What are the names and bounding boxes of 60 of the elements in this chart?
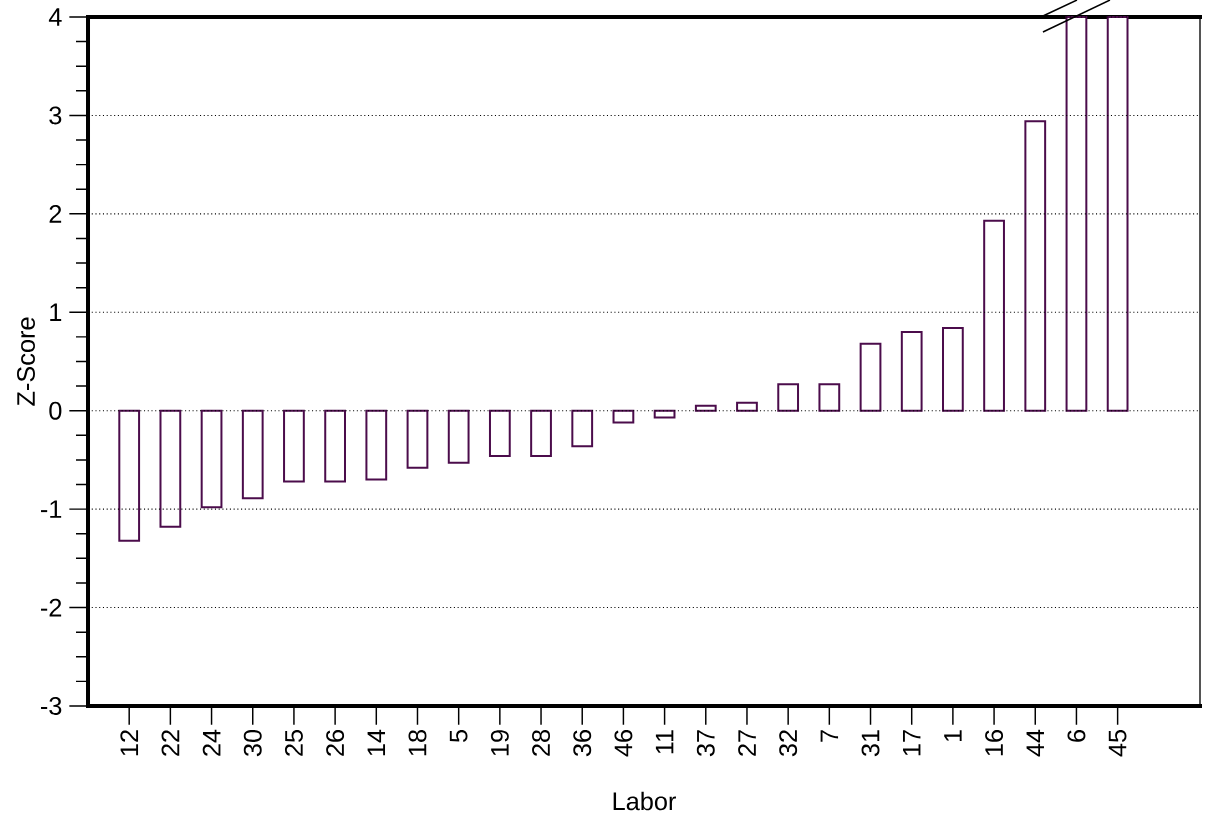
bar <box>612 409 635 424</box>
bar <box>283 409 305 483</box>
bar <box>900 330 923 412</box>
x-tick-label: 19 <box>490 730 509 756</box>
y-tick-label: 0 <box>49 401 62 420</box>
x-tick-label: 24 <box>202 729 221 756</box>
x-tick-label: 14 <box>367 729 386 756</box>
bar <box>530 409 552 457</box>
x-tick-label: 30 <box>243 729 262 757</box>
bar <box>942 327 964 412</box>
x-tick-label: 7 <box>820 730 839 742</box>
bar <box>447 409 470 464</box>
y-tick-label: 3 <box>49 106 62 125</box>
bar <box>488 409 511 457</box>
x-tick-label: 16 <box>985 730 1004 756</box>
bar <box>118 409 141 542</box>
bar <box>694 404 717 412</box>
y-tick-label: 2 <box>49 205 62 223</box>
y-tick-label: 4 <box>48 8 62 26</box>
x-tick-label: 12 <box>120 730 139 756</box>
bar <box>365 409 388 481</box>
bar <box>1024 120 1047 412</box>
bar <box>1065 16 1088 412</box>
x-tick-label: 17 <box>903 730 921 756</box>
x-tick-label: 18 <box>408 730 427 756</box>
y-tick-label: 1 <box>50 303 62 321</box>
bar <box>859 342 882 412</box>
x-tick-label: 44 <box>1026 729 1044 757</box>
x-axis-title: Labor <box>613 791 676 811</box>
x-tick-label: 26 <box>326 730 345 756</box>
x-tick-label: 37 <box>696 730 715 757</box>
bar <box>777 383 800 412</box>
bar <box>200 409 223 509</box>
bar <box>324 409 346 483</box>
bar <box>406 409 429 469</box>
x-tick-label: 5 <box>449 729 468 742</box>
bar <box>241 409 264 500</box>
bar <box>1106 16 1129 412</box>
x-tick-label: 32 <box>779 730 798 757</box>
x-tick-label: 6 <box>1067 730 1086 742</box>
x-tick-label: 25 <box>284 729 303 756</box>
y-tick-label: -3 <box>41 697 62 715</box>
y-tick-label: -2 <box>41 598 62 617</box>
bar <box>736 401 758 412</box>
x-tick-label: 27 <box>738 730 756 756</box>
bar <box>983 219 1005 412</box>
x-tick-label: 31 <box>861 730 880 757</box>
x-tick-label: 36 <box>573 730 592 757</box>
bar <box>653 409 676 419</box>
bar <box>159 409 182 528</box>
y-tick-label: -1 <box>41 500 62 518</box>
x-tick-label: 1 <box>944 730 962 742</box>
x-tick-label: 22 <box>161 730 180 756</box>
y-axis-title: Z-Score <box>17 317 35 406</box>
x-tick-label: 46 <box>614 730 633 757</box>
x-tick-label: 45 <box>1108 729 1127 757</box>
x-tick-label: 11 <box>655 730 674 754</box>
bar <box>571 409 594 448</box>
x-tick-label: 28 <box>532 730 551 756</box>
bar <box>818 383 841 412</box>
